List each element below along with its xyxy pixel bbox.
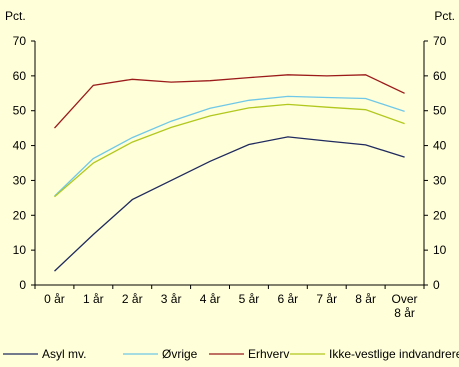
series-line-2 [54, 74, 405, 129]
y-tick-label-left: 60 [13, 69, 27, 83]
series-line-3 [54, 103, 405, 198]
y-tick-label-left: 20 [13, 208, 27, 222]
x-tick-label: 5 år [239, 292, 260, 306]
legend-label-2: Erhverv [248, 347, 289, 361]
y-tick-label-left: 70 [13, 34, 27, 48]
x-tick-label: 7 år [316, 292, 337, 306]
series-lines [54, 74, 405, 272]
y-tick-label-left: 0 [19, 278, 26, 292]
y-tick-label-right: 50 [433, 104, 447, 118]
y-ticks-right: 0 10 20 30 40 50 60 70 [424, 34, 447, 292]
x-tick-label: 8 år [394, 306, 415, 320]
y-tick-label-left: 30 [13, 173, 27, 187]
x-tick-label: 6 år [278, 292, 299, 306]
y-tick-label-left: 10 [13, 243, 27, 257]
y-tick-label-right: 60 [433, 69, 447, 83]
y-tick-label-right: 30 [433, 173, 447, 187]
series-line-0 [54, 136, 405, 272]
legend-label-3: Ikke-vestlige indvandrere [329, 347, 459, 361]
legend-label-1: Øvrige [162, 347, 198, 361]
y-unit-right: Pct. [434, 9, 455, 23]
x-tick-label: 3 år [161, 292, 182, 306]
x-tick-label: 4 år [200, 292, 221, 306]
y-unit-left: Pct. [5, 9, 26, 23]
series-line-1 [54, 95, 405, 197]
x-tick-label: 0 år [44, 292, 65, 306]
y-tick-label-left: 50 [13, 104, 27, 118]
y-tick-label-right: 10 [433, 243, 447, 257]
y-tick-label-right: 40 [433, 139, 447, 153]
x-tick-label: Over [392, 292, 418, 306]
y-tick-label-left: 40 [13, 139, 27, 153]
y-tick-label-right: 70 [433, 34, 447, 48]
x-tick-label: 8 år [355, 292, 376, 306]
x-tick-label: 1 år [83, 292, 104, 306]
legend-label-0: Asyl mv. [42, 347, 86, 361]
y-tick-label-right: 20 [433, 208, 447, 222]
y-ticks-left: 0 10 20 30 40 50 60 70 [13, 34, 35, 292]
x-ticks: 0 år 1 år 2 år 3 år 4 år 5 år 6 år 7 år 8 år Over… [34, 285, 425, 320]
y-tick-label-right: 0 [433, 278, 440, 292]
legend: Asyl mv. Øvrige Erhverv Ikke-vestlige indva… [3, 347, 459, 361]
x-tick-label: 2 år [122, 292, 143, 306]
